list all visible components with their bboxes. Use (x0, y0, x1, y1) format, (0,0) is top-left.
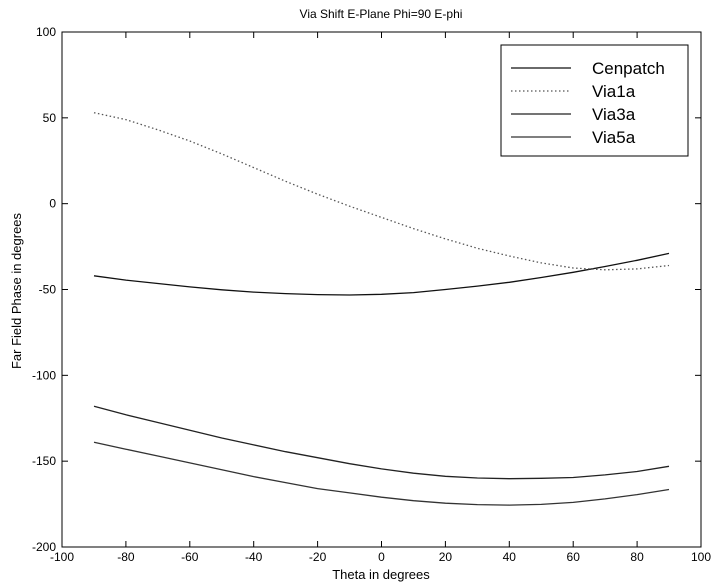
y-tick-label: -200 (32, 540, 56, 554)
x-tick-label: -80 (117, 550, 135, 564)
x-axis-label: Theta in degrees (332, 567, 430, 582)
x-tick-label: 60 (567, 550, 581, 564)
x-tick-label: -40 (245, 550, 263, 564)
x-tick-label: 80 (630, 550, 644, 564)
legend-label-3: Via5a (592, 128, 636, 147)
series-line-1 (93, 112, 670, 271)
x-tick-label: -20 (309, 550, 327, 564)
y-tick-label: -150 (32, 454, 56, 468)
series-layer (93, 112, 670, 506)
series-line-0 (93, 252, 670, 296)
legend-label-1: Via1a (592, 82, 636, 101)
series-line-2 (93, 405, 670, 480)
chart-title: Via Shift E-Plane Phi=90 E-phi (300, 7, 463, 21)
x-tick-label: -100 (50, 550, 74, 564)
series-line-3 (93, 441, 670, 506)
legend-label-0: Cenpatch (592, 59, 665, 78)
x-tick-label: 20 (439, 550, 453, 564)
ticks-layer: -100 -80 -60 -40 -20 0 20 40 60 80 100-200-150-100… (32, 25, 711, 564)
x-tick-label: 40 (503, 550, 517, 564)
y-axis-label: Far Field Phase in degrees (9, 212, 24, 369)
y-tick-label: 100 (36, 25, 56, 39)
legend-label-2: Via3a (592, 105, 636, 124)
x-tick-label: -60 (181, 550, 199, 564)
legend: Cenpatch Via1a Via3a Via5a (500, 44, 689, 157)
y-tick-label: -50 (39, 283, 57, 297)
y-tick-label: 0 (49, 197, 56, 211)
y-tick-label: 50 (43, 111, 57, 125)
y-tick-label: -100 (32, 368, 56, 382)
x-tick-label: 0 (378, 550, 385, 564)
x-tick-label: 100 (691, 550, 711, 564)
